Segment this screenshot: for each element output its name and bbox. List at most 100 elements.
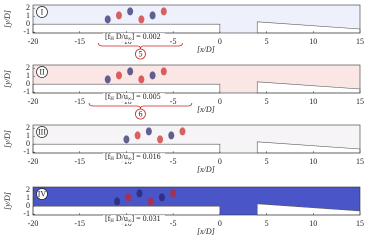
- x-tick-label: 15: [356, 37, 364, 46]
- vortex: [179, 127, 186, 136]
- formula-part: ] =: [131, 152, 142, 161]
- formula-part: D/u: [114, 214, 128, 223]
- vortex: [104, 15, 111, 24]
- x-tick-label: -15: [74, 37, 85, 46]
- y-tick-label: 1: [26, 11, 30, 20]
- vortex: [149, 11, 156, 20]
- vortex: [125, 193, 132, 202]
- x-tick-label: 0: [218, 37, 222, 46]
- x-tick-label: 5: [265, 97, 269, 106]
- x-tick-label: -5: [170, 97, 177, 106]
- marker-circle: [135, 108, 146, 120]
- marker-label: 5: [138, 49, 142, 58]
- vortex: [115, 71, 122, 80]
- x-tick-label: -5: [170, 37, 177, 46]
- formula-part: [f: [105, 152, 111, 161]
- y-axis-label: [y/D]: [3, 192, 12, 210]
- formula-part: H: [110, 97, 114, 102]
- vortex: [127, 67, 134, 76]
- y-tick-label: 1: [26, 193, 30, 202]
- formula-part: ] =: [131, 214, 142, 223]
- y-tick-label: 0: [26, 19, 30, 28]
- vortex: [114, 197, 121, 206]
- formula-part: H: [110, 37, 114, 42]
- vortex: [134, 131, 141, 140]
- vortex: [168, 131, 175, 140]
- formula: [fH D/u∞] = 0.031: [105, 214, 161, 224]
- frame: [32, 186, 361, 216]
- x-tick-label: 15: [356, 219, 364, 228]
- x-tick-label: 0: [218, 157, 222, 166]
- formula-part: ∞: [128, 37, 132, 42]
- formula-part: D/u: [114, 92, 128, 101]
- x-tick-label: -15: [74, 97, 85, 106]
- x-tick-label: 5: [265, 219, 269, 228]
- x-axis-label: [x/D]: [197, 227, 215, 236]
- panel-label: I: [41, 7, 44, 16]
- y-axis-label: [y/D]: [3, 70, 12, 88]
- vortex: [147, 197, 154, 206]
- x-axis-label: [x/D]: [197, 165, 215, 174]
- frame: [32, 4, 361, 34]
- x-tick-label: 5: [265, 157, 269, 166]
- x-tick-label: -20: [28, 97, 39, 106]
- y-tick-label: 2: [26, 123, 30, 132]
- panel-badge: [36, 6, 48, 18]
- x-tick-label: -5: [170, 157, 177, 166]
- x-tick-label: -15: [74, 157, 85, 166]
- vortex: [127, 7, 134, 16]
- y-tick-label: -1: [23, 27, 30, 36]
- x-tick-label: 0: [218, 219, 222, 228]
- vortex: [158, 193, 165, 202]
- formula-box: [102, 33, 165, 42]
- x-tick-label: 10: [309, 157, 317, 166]
- x-axis-label: [x/D]: [197, 45, 215, 54]
- formula-part: ∞: [128, 97, 132, 102]
- y-tick-label: 0: [26, 201, 30, 210]
- y-tick-label: 0: [26, 79, 30, 88]
- formula-part: H: [110, 219, 114, 224]
- vortex: [136, 189, 143, 198]
- vortex: [138, 75, 145, 84]
- formula-value: 0.016: [143, 152, 161, 161]
- formula-part: ] =: [131, 92, 142, 101]
- formula-value: 0.005: [143, 92, 161, 101]
- y-axis-label: [y/D]: [3, 130, 12, 148]
- vortex: [115, 11, 122, 20]
- panel-label: III: [38, 127, 46, 136]
- formula-box: [102, 153, 165, 162]
- x-axis-label: [x/D]: [197, 105, 215, 114]
- formula-box: [102, 215, 165, 224]
- y-axis-label: [y/D]: [3, 10, 12, 28]
- panel-badge: [36, 188, 48, 200]
- formula-part: D/u: [114, 152, 128, 161]
- formula-part: D/u: [114, 32, 128, 41]
- formula-value: 0.031: [143, 214, 161, 223]
- y-tick-label: -1: [23, 147, 30, 156]
- x-tick-label: 10: [309, 37, 317, 46]
- y-tick-label: -1: [23, 87, 30, 96]
- marker-circle: [135, 48, 146, 60]
- vortex: [170, 189, 177, 198]
- formula-part: H: [110, 157, 114, 162]
- formula-part: ∞: [128, 157, 132, 162]
- panel-label: IV: [38, 189, 47, 198]
- formula-part: ∞: [128, 219, 132, 224]
- vortex: [160, 67, 167, 76]
- formula-part: ] =: [131, 32, 142, 41]
- x-tick-label: 0: [218, 97, 222, 106]
- vortex: [138, 15, 145, 24]
- x-tick-label: 5: [265, 37, 269, 46]
- formula: [fH D/u∞] = 0.016: [105, 152, 161, 162]
- x-tick-label: -5: [170, 219, 177, 228]
- vortex: [160, 7, 167, 16]
- formula: [fH D/u∞] = 0.005: [105, 92, 161, 102]
- vortex: [104, 75, 111, 84]
- x-tick-label: -20: [28, 157, 39, 166]
- y-tick-label: 2: [26, 185, 30, 194]
- frame: [32, 64, 361, 94]
- vortex: [123, 135, 130, 144]
- vortex: [145, 127, 152, 136]
- x-tick-label: 10: [309, 219, 317, 228]
